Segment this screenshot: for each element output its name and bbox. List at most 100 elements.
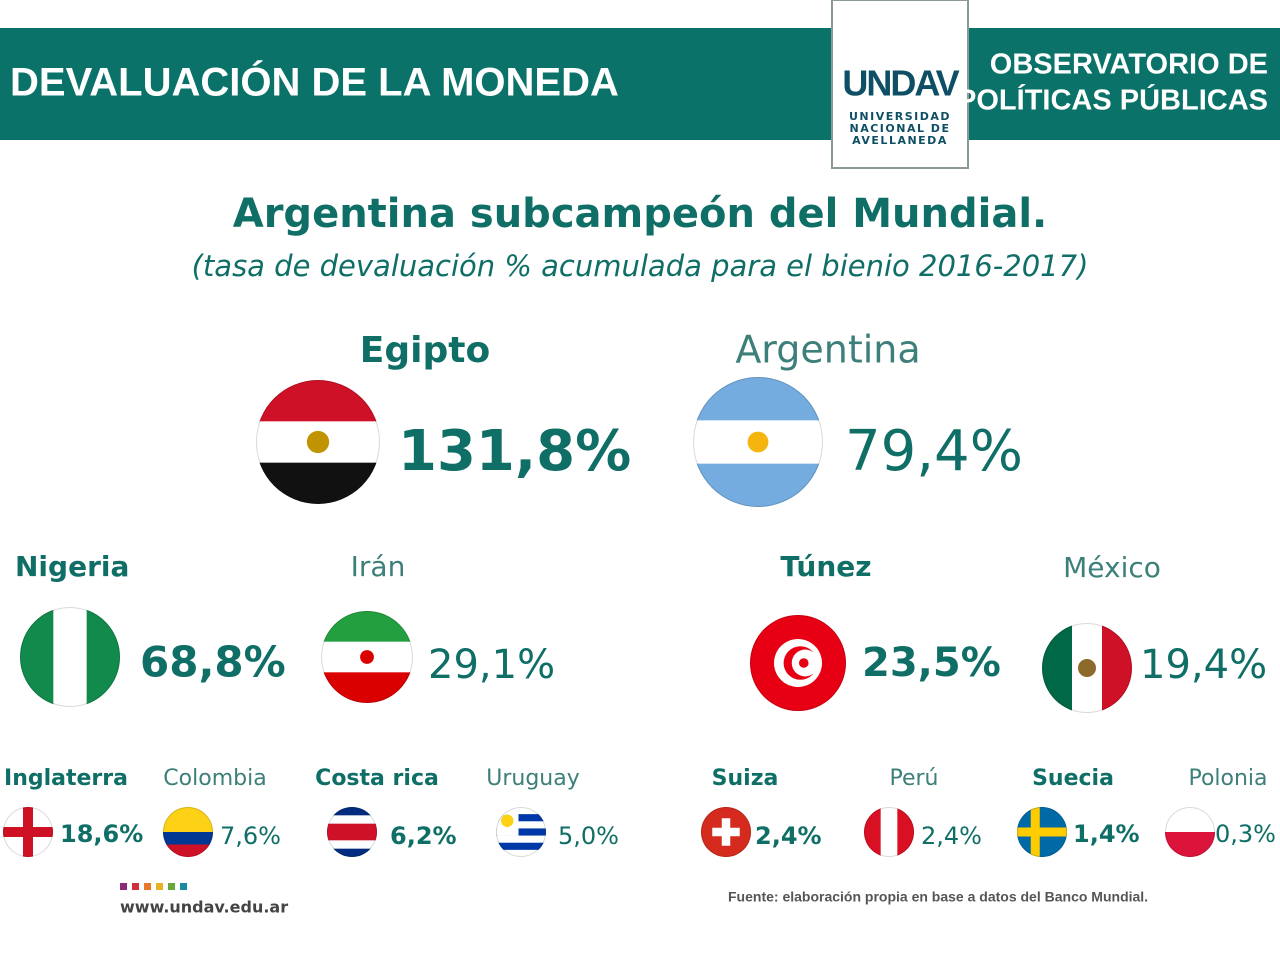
flag-stripe (53, 607, 88, 707)
brand-dots (120, 883, 187, 890)
flag-shine (864, 807, 914, 857)
country-name: Uruguay (486, 766, 580, 791)
country-value: 79,4% (845, 419, 1023, 484)
header-bar (0, 28, 1280, 140)
flag (496, 807, 546, 857)
flag-stripe (163, 844, 213, 857)
flag-shine (321, 611, 413, 703)
flag-stripe (86, 607, 120, 707)
org-line: POLÍTICAS PÚBLICAS (957, 83, 1268, 117)
flag-stripe (321, 611, 413, 643)
flag-cross (23, 807, 33, 857)
main-title: Argentina subcampeón del Mundial. (233, 191, 1048, 237)
country-value: 2,4% (755, 822, 822, 850)
country-value: 23,5% (862, 640, 1001, 686)
country-name: Polonia (1188, 766, 1267, 791)
flag-sun (501, 814, 514, 827)
flag (3, 807, 53, 857)
flag-stripe (1042, 623, 1073, 713)
country-name: Colombia (163, 766, 266, 791)
country-name: Suiza (712, 766, 779, 791)
logo-line: NACIONAL DE (850, 122, 951, 135)
logo-box (831, 0, 969, 169)
org-line: OBSERVATORIO DE (990, 49, 1268, 81)
flag-eagle (1078, 659, 1096, 677)
flag-shine (256, 380, 380, 504)
country-name: Suecia (1032, 766, 1114, 791)
flag (864, 807, 914, 857)
flag (327, 807, 377, 857)
flag-stripe (880, 807, 898, 857)
flag-stripe (163, 807, 213, 833)
flag-stripe (327, 848, 377, 857)
country-value: 0,3% (1215, 820, 1276, 848)
flag-shine (327, 807, 377, 857)
flag-stripe (327, 823, 377, 841)
country-value: 18,6% (60, 820, 143, 848)
country-value: 19,4% (1140, 642, 1267, 688)
flag-stripe (693, 463, 823, 507)
flag-stripe (163, 832, 213, 845)
flag-stripe (693, 377, 823, 421)
flag-star (798, 658, 809, 668)
flag (701, 807, 751, 857)
country-value: 7,6% (220, 822, 281, 850)
logo-line: UNIVERSIDAD (849, 110, 951, 123)
flag-shine (1165, 807, 1215, 857)
flag-stripe (897, 807, 914, 857)
flag-shine (163, 807, 213, 857)
flag-cross (721, 818, 731, 846)
flag-stripe (496, 842, 546, 851)
flag-shine (3, 807, 53, 857)
flag-shine (1042, 623, 1132, 713)
flag-shine (496, 807, 546, 857)
flag-stripe (496, 807, 546, 815)
country-name: Egipto (360, 330, 490, 371)
country-value: 1,4% (1073, 820, 1140, 848)
flag-cross (1017, 827, 1067, 837)
country-name: Inglaterra (4, 766, 128, 791)
subtitle: (tasa de devaluación % acumulada para el… (192, 249, 1089, 283)
flag-stripe (864, 807, 882, 857)
logo-line: AVELLANEDA (852, 134, 948, 147)
footer-source: Fuente: elaboración propia en base a dat… (728, 889, 1148, 905)
country-name: Costa rica (315, 766, 439, 791)
flag (1017, 807, 1067, 857)
flag-stripe (327, 840, 377, 850)
flag-stripe (327, 807, 377, 816)
flag-eagle (306, 430, 330, 454)
logo-mark: UNDAV (842, 63, 959, 104)
country-name: Perú (889, 766, 938, 791)
flag-stripe (1165, 807, 1215, 833)
flag-shine (693, 377, 823, 507)
country-value: 29,1% (428, 642, 555, 688)
flag-emblem (360, 650, 374, 664)
flag (20, 607, 120, 707)
flag-stripe (496, 828, 546, 837)
country-value: 6,2% (390, 822, 457, 850)
country-name: Nigeria (15, 550, 129, 583)
country-value: 2,4% (921, 822, 982, 850)
flag-stripe (256, 462, 380, 504)
flag-stripe (1102, 623, 1132, 713)
header-title: DEVALUACIÓN DE LA MONEDA (10, 59, 619, 105)
flag-shine (750, 615, 846, 711)
flag-stripe (1165, 832, 1215, 857)
country-name: Túnez (780, 550, 871, 583)
flag-shine (20, 607, 120, 707)
flag-stripe (327, 815, 377, 825)
flag-stripe (256, 380, 380, 422)
flag-stripe (496, 814, 546, 822)
country-value: 68,8% (140, 638, 286, 687)
flag-cross (1030, 807, 1040, 857)
flag-shine (701, 807, 751, 857)
flag-shine (1017, 807, 1067, 857)
country-value: 5,0% (558, 822, 619, 850)
country-name: Argentina (735, 328, 920, 372)
flag-stripe (496, 849, 546, 857)
flag (750, 615, 846, 711)
footer-url: www.undav.edu.ar (120, 898, 288, 917)
flag-stripe (496, 821, 546, 829)
